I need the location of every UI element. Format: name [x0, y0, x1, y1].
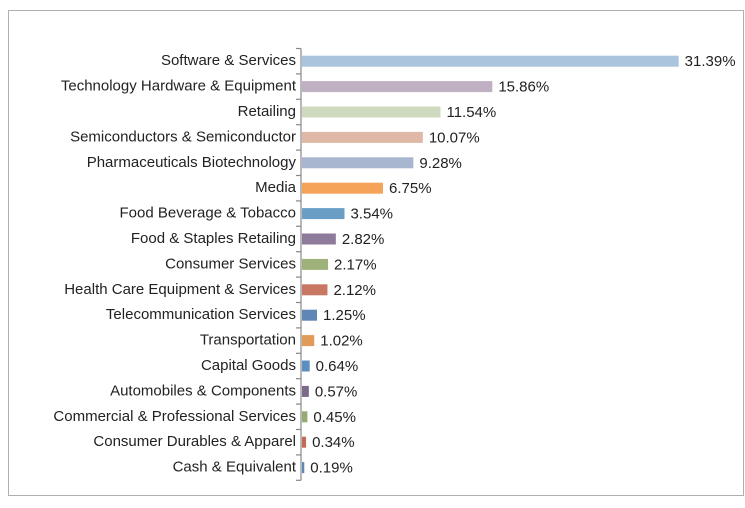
- value-label: 0.64%: [316, 358, 359, 375]
- y-tick-label: Capital Goods: [201, 357, 296, 374]
- value-label: 0.45%: [313, 409, 356, 426]
- value-label: 0.57%: [315, 383, 358, 400]
- bar: [302, 81, 493, 93]
- y-tick-label: Consumer Durables & Apparel: [93, 433, 296, 450]
- bar: [302, 335, 315, 347]
- y-tick-label: Media: [255, 179, 297, 196]
- y-tick-label: Retailing: [238, 103, 296, 120]
- bar: [302, 462, 305, 474]
- bar: [302, 309, 317, 321]
- value-label: 31.39%: [685, 53, 736, 70]
- value-label: 11.54%: [446, 104, 496, 121]
- value-label: 9.28%: [419, 155, 462, 172]
- y-tick-label: Consumer Services: [165, 255, 296, 272]
- y-tick-label: Telecommunication Services: [106, 306, 296, 323]
- bar: [302, 131, 423, 143]
- value-label: 2.17%: [334, 256, 377, 273]
- value-label: 6.75%: [389, 180, 432, 197]
- value-label: 2.12%: [333, 282, 376, 299]
- y-tick-label: Technology Hardware & Equipment: [61, 78, 297, 95]
- bar: [302, 411, 308, 423]
- bar: [302, 182, 383, 194]
- bar: [302, 208, 345, 220]
- bar: [302, 233, 336, 245]
- bar: [302, 360, 310, 372]
- bar: [302, 258, 329, 270]
- bar: [302, 436, 307, 448]
- y-tick-label: Semiconductors & Semiconductor: [70, 128, 296, 145]
- y-tick-label: Pharmaceuticals Biotechnology: [87, 154, 297, 171]
- y-tick-label: Transportation: [200, 332, 296, 349]
- y-tick-label: Health Care Equipment & Services: [64, 281, 296, 298]
- bar: [302, 55, 679, 67]
- value-label: 3.54%: [350, 206, 393, 223]
- bar: [302, 106, 441, 118]
- y-tick-label: Food & Staples Retailing: [131, 230, 296, 247]
- y-tick-label: Automobiles & Components: [110, 382, 296, 399]
- value-label: 10.07%: [429, 129, 480, 146]
- value-label: 15.86%: [498, 79, 549, 96]
- bar: [302, 284, 328, 296]
- y-tick-label: Software & Services: [161, 52, 296, 69]
- y-tick-label: Commercial & Professional Services: [53, 408, 296, 425]
- bar: [302, 157, 414, 169]
- bar: [302, 385, 309, 397]
- y-tick-label: Food Beverage & Tobacco: [119, 205, 296, 222]
- y-tick-label: Cash & Equivalent: [173, 459, 297, 476]
- value-label: 0.19%: [310, 460, 353, 477]
- value-label: 1.25%: [323, 307, 366, 324]
- value-label: 0.34%: [312, 434, 355, 451]
- value-label: 2.82%: [342, 231, 385, 248]
- value-label: 1.02%: [320, 333, 363, 350]
